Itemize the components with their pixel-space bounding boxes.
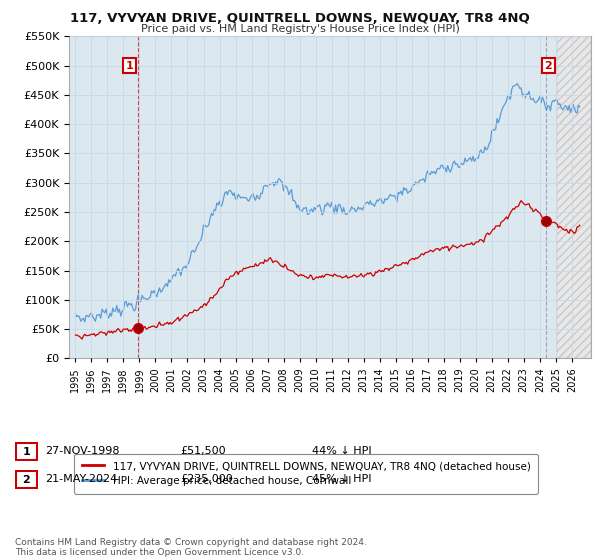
Text: 45% ↓ HPI: 45% ↓ HPI <box>312 474 371 484</box>
Text: Contains HM Land Registry data © Crown copyright and database right 2024.
This d: Contains HM Land Registry data © Crown c… <box>15 538 367 557</box>
Text: 117, VYVYAN DRIVE, QUINTRELL DOWNS, NEWQUAY, TR8 4NQ: 117, VYVYAN DRIVE, QUINTRELL DOWNS, NEWQ… <box>70 12 530 25</box>
Text: 1: 1 <box>126 60 134 71</box>
Text: 1: 1 <box>23 447 30 456</box>
Legend: 117, VYVYAN DRIVE, QUINTRELL DOWNS, NEWQUAY, TR8 4NQ (detached house), HPI: Aver: 117, VYVYAN DRIVE, QUINTRELL DOWNS, NEWQ… <box>74 454 538 493</box>
Text: 21-MAY-2024: 21-MAY-2024 <box>45 474 117 484</box>
Text: £51,500: £51,500 <box>180 446 226 456</box>
Bar <box>69 36 557 358</box>
Text: 2: 2 <box>23 475 30 484</box>
Bar <box>557 36 591 358</box>
Text: £235,000: £235,000 <box>180 474 233 484</box>
FancyBboxPatch shape <box>16 444 37 460</box>
Text: 44% ↓ HPI: 44% ↓ HPI <box>312 446 371 456</box>
FancyBboxPatch shape <box>16 472 37 488</box>
Text: 2: 2 <box>545 60 552 71</box>
Text: Price paid vs. HM Land Registry's House Price Index (HPI): Price paid vs. HM Land Registry's House … <box>140 24 460 34</box>
Text: 27-NOV-1998: 27-NOV-1998 <box>45 446 119 456</box>
Bar <box>557 36 591 358</box>
